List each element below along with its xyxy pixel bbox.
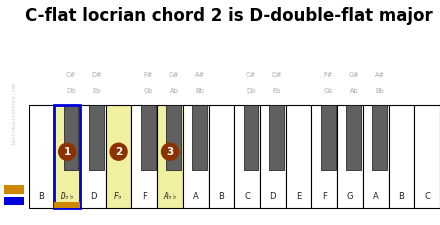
- Bar: [29, 106, 54, 208]
- Text: C#: C#: [246, 72, 256, 79]
- Bar: [389, 106, 414, 208]
- Text: C: C: [244, 191, 250, 200]
- Text: A: A: [373, 191, 378, 200]
- Text: G#: G#: [348, 72, 359, 79]
- Bar: [244, 106, 258, 170]
- Text: D: D: [270, 191, 276, 200]
- Text: D#: D#: [92, 72, 102, 79]
- Text: Gb: Gb: [323, 88, 333, 94]
- Text: C-flat locrian chord 2 is D-double-flat major: C-flat locrian chord 2 is D-double-flat …: [25, 7, 433, 25]
- Bar: [269, 106, 284, 170]
- Text: Ab: Ab: [349, 88, 358, 94]
- Text: G#: G#: [169, 72, 179, 79]
- Text: A♭♭: A♭♭: [163, 191, 177, 200]
- Text: Bb: Bb: [195, 88, 204, 94]
- Text: B: B: [39, 191, 44, 200]
- Bar: [4, 197, 24, 205]
- Bar: [192, 106, 207, 170]
- Text: F♭: F♭: [114, 191, 123, 200]
- Text: Gb: Gb: [143, 88, 153, 94]
- Text: G: G: [347, 191, 353, 200]
- Bar: [89, 106, 104, 170]
- Bar: [183, 106, 209, 208]
- Text: Ab: Ab: [169, 88, 178, 94]
- Bar: [363, 106, 389, 208]
- Bar: [234, 106, 260, 208]
- Bar: [54, 202, 80, 208]
- Text: A: A: [193, 191, 198, 200]
- Bar: [4, 185, 24, 193]
- Circle shape: [59, 143, 76, 160]
- Bar: [312, 106, 337, 208]
- Text: F: F: [322, 191, 327, 200]
- Bar: [157, 106, 183, 208]
- Text: D#: D#: [271, 72, 282, 79]
- Text: C#: C#: [66, 72, 76, 79]
- Bar: [80, 106, 106, 208]
- Bar: [286, 106, 312, 208]
- Bar: [106, 106, 132, 208]
- Circle shape: [110, 143, 127, 160]
- Text: A#: A#: [194, 72, 205, 79]
- Text: Db: Db: [246, 88, 256, 94]
- Bar: [141, 106, 156, 170]
- Text: B: B: [219, 191, 224, 200]
- Text: F#: F#: [323, 72, 333, 79]
- Text: D: D: [90, 191, 96, 200]
- Text: C: C: [424, 191, 430, 200]
- Bar: [260, 106, 286, 208]
- Text: D♭♭: D♭♭: [60, 191, 74, 200]
- Bar: [321, 106, 336, 170]
- Bar: [166, 106, 181, 170]
- Text: A#: A#: [374, 72, 385, 79]
- Text: F#: F#: [143, 72, 153, 79]
- Bar: [209, 106, 234, 208]
- Bar: [63, 106, 78, 170]
- Text: basicmusictheory.com: basicmusictheory.com: [12, 81, 17, 144]
- Bar: [337, 106, 363, 208]
- Bar: [54, 106, 80, 208]
- Bar: [372, 106, 387, 170]
- Bar: [414, 106, 440, 208]
- Text: Eb: Eb: [272, 88, 281, 94]
- Bar: [54, 106, 80, 208]
- Text: F: F: [142, 191, 147, 200]
- Text: Bb: Bb: [375, 88, 384, 94]
- Bar: [346, 106, 361, 170]
- Text: 2: 2: [115, 147, 122, 157]
- Circle shape: [161, 143, 179, 160]
- Bar: [132, 106, 157, 208]
- Text: E: E: [296, 191, 301, 200]
- Text: Db: Db: [66, 88, 76, 94]
- Text: 3: 3: [166, 147, 174, 157]
- Text: Eb: Eb: [92, 88, 101, 94]
- Text: B: B: [399, 191, 404, 200]
- Text: 1: 1: [63, 147, 71, 157]
